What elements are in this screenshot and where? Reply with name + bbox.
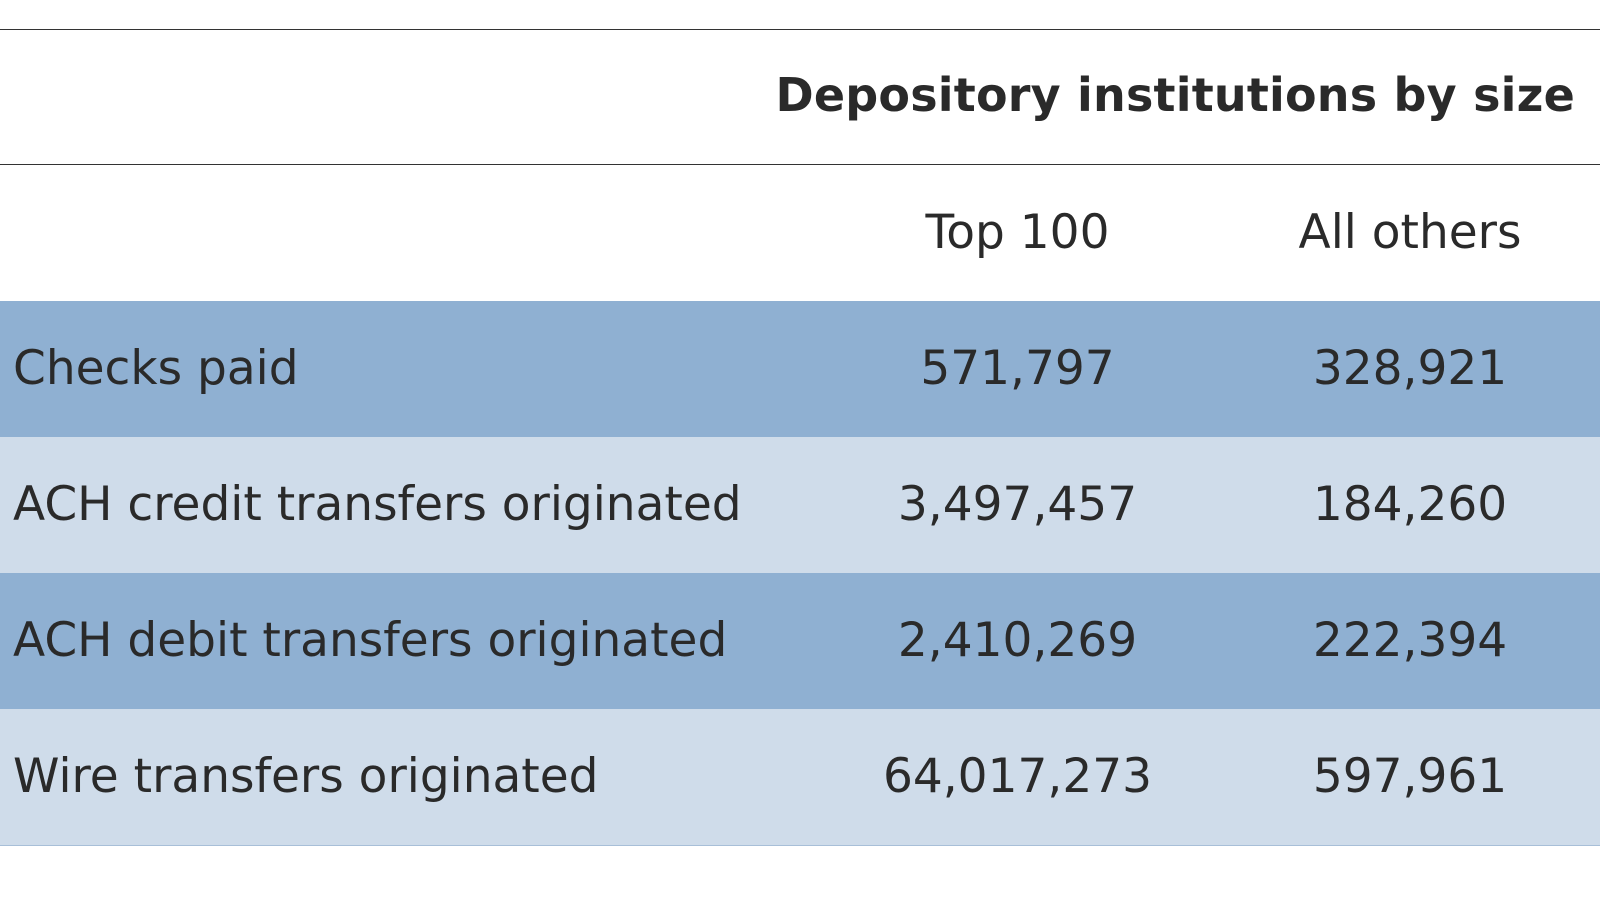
- row-label: ACH debit transfers originated: [13, 613, 728, 668]
- row-label: Wire transfers originated: [13, 749, 599, 804]
- row-label: ACH credit transfers originated: [13, 477, 742, 532]
- column-header-top-100: Top 100: [925, 205, 1110, 260]
- header-rule: [0, 164, 1600, 165]
- table-row: Wire transfers originated 64,017,273 597…: [0, 709, 1600, 845]
- cell-top-100: 571,797: [920, 341, 1115, 396]
- column-header-row: Top 100 All others: [0, 165, 1600, 301]
- cell-top-100: 3,497,457: [897, 477, 1138, 532]
- row-label: Checks paid: [13, 341, 299, 396]
- cell-all-others: 328,921: [1312, 341, 1508, 396]
- cell-all-others: 222,394: [1312, 613, 1508, 668]
- bottom-rule: [0, 845, 1600, 846]
- table-row: ACH credit transfers originated 3,497,45…: [0, 437, 1600, 573]
- table-row: ACH debit transfers originated 2,410,269…: [0, 573, 1600, 709]
- top-rule: [0, 29, 1600, 30]
- column-group-header-row: Depository institutions by size: [0, 30, 1600, 164]
- column-header-all-others: All others: [1298, 205, 1522, 260]
- cell-top-100: 2,410,269: [897, 613, 1138, 668]
- cell-top-100: 64,017,273: [882, 749, 1153, 804]
- table-body: Checks paid 571,797 328,921 ACH credit t…: [0, 301, 1600, 845]
- column-group-header: Depository institutions by size: [775, 68, 1575, 122]
- table-row: Checks paid 571,797 328,921: [0, 301, 1600, 437]
- cell-all-others: 184,260: [1312, 477, 1508, 532]
- cell-all-others: 597,961: [1312, 749, 1508, 804]
